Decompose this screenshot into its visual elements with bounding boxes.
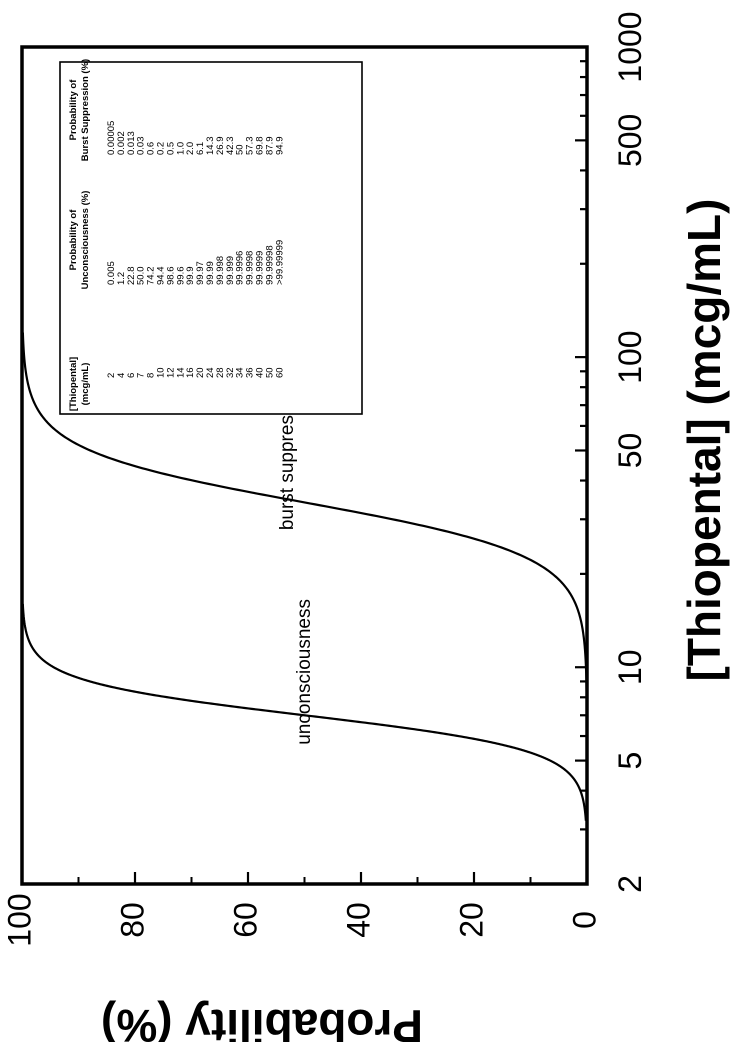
- table-cell: 14: [175, 367, 186, 378]
- table-cell: 22.8: [126, 267, 137, 286]
- curve-label: burst suppression: [277, 380, 298, 530]
- table-cell: 50.0: [136, 267, 147, 286]
- y-tick-label: 40: [340, 902, 376, 938]
- table-cell: 0.002: [116, 131, 127, 155]
- data-table: [Thiopental] (mcg/mL)Probability of Uncons…: [59, 59, 363, 415]
- table-cell: 98.6: [165, 267, 176, 286]
- table-cell: 99.9999: [255, 251, 266, 285]
- table-cell: 24: [205, 367, 216, 378]
- curve-unconsciousness: [21, 603, 587, 821]
- table-cell: 69.8: [255, 137, 266, 156]
- table-cell: 16: [185, 367, 196, 378]
- table-cell: 99.999: [225, 256, 236, 285]
- table-cell: 28: [215, 367, 226, 378]
- table-cell: 8: [146, 373, 157, 378]
- table-header: Burst Suppression (%): [80, 59, 91, 161]
- table-cell: 99.9996: [235, 251, 246, 285]
- table-cell: 74.2: [146, 267, 157, 286]
- y-tick-label: 100: [1, 893, 37, 946]
- table-header: (mcg/mL): [80, 363, 91, 406]
- table-cell: 12: [165, 367, 176, 378]
- x-tick-label: 10: [612, 649, 648, 685]
- y-tick-label: 80: [114, 902, 150, 938]
- table-cell: 14.3: [205, 137, 216, 156]
- table-cell: 99.99: [205, 261, 216, 285]
- x-tick-label: 2: [612, 875, 648, 893]
- table-cell: 0.00005: [106, 121, 117, 155]
- table-cell: 50: [264, 367, 275, 378]
- table-cell: 10: [156, 367, 167, 378]
- table-cell: 4: [116, 373, 127, 378]
- table-cell: 94.9: [274, 137, 285, 156]
- table-cell: 6: [126, 373, 137, 378]
- y-tick-label: 60: [227, 902, 263, 938]
- table-cell: 26.9: [215, 137, 226, 156]
- x-axis-title: [Thiopental] (mcg/mL): [678, 199, 730, 682]
- y-tick-label: 0: [566, 911, 602, 929]
- table-cell: 0.03: [136, 137, 147, 156]
- x-tick-label: 100: [612, 330, 648, 383]
- x-tick-label: 500: [612, 114, 648, 167]
- table-cell: 0.5: [165, 142, 176, 155]
- table-cell: 99.99998: [264, 245, 275, 285]
- table-cell: 0.2: [156, 142, 167, 155]
- table-cell: 50: [235, 144, 246, 155]
- axis-labels: 2 5 10 50 100 500 1000 0 20 40 60 80 100: [1, 11, 648, 946]
- table-cell: 1.0: [175, 142, 186, 155]
- curve-label: unconsciousness: [294, 599, 315, 745]
- table-header: Probability of: [68, 79, 79, 141]
- table-cell: 94.4: [156, 267, 167, 286]
- table-cell: 0.013: [126, 131, 137, 155]
- table-cell: 99.6: [175, 267, 186, 286]
- table-cell: 36: [245, 367, 256, 378]
- table-cell: 60: [274, 367, 285, 378]
- table-header: Probability of: [68, 209, 79, 271]
- y-axis-title: Probability (%): [101, 1000, 423, 1042]
- table-cell: >99.99999: [274, 240, 285, 285]
- table-cell: 20: [195, 367, 206, 378]
- table-cell: 99.9998: [245, 251, 256, 285]
- x-tick-label: 5: [612, 752, 648, 770]
- table-header: [Thiopental]: [68, 357, 79, 411]
- curve-burst-suppression: [21, 332, 589, 821]
- table-cell: 0.005: [106, 261, 117, 285]
- table-cell: 2: [106, 373, 117, 378]
- table-cell: 1.2: [116, 272, 127, 285]
- table-cell: 40: [255, 367, 266, 378]
- table-cell: 87.9: [264, 137, 275, 156]
- table-cell: 34: [235, 367, 246, 378]
- table-frame: [59, 61, 363, 415]
- table-cell: 2.0: [185, 142, 196, 155]
- table-cell: 99.97: [195, 261, 206, 285]
- y-tick-label: 20: [453, 902, 489, 938]
- table-cell: 7: [136, 373, 147, 378]
- table-cell: 0.6: [146, 142, 157, 155]
- table-cell: 6.1: [195, 142, 206, 155]
- x-tick-label: 50: [612, 433, 648, 469]
- table-header: Unconsciousness (%): [80, 191, 91, 290]
- curves: unconsciousness burst suppression: [21, 332, 589, 821]
- table-cell: 42.3: [225, 137, 236, 156]
- table-cell: 57.3: [245, 137, 256, 156]
- table-cell: 99.9: [185, 267, 196, 286]
- table-cell: 32: [225, 367, 236, 378]
- x-tick-label: 1000: [612, 11, 648, 82]
- table-cell: 99.998: [215, 256, 226, 285]
